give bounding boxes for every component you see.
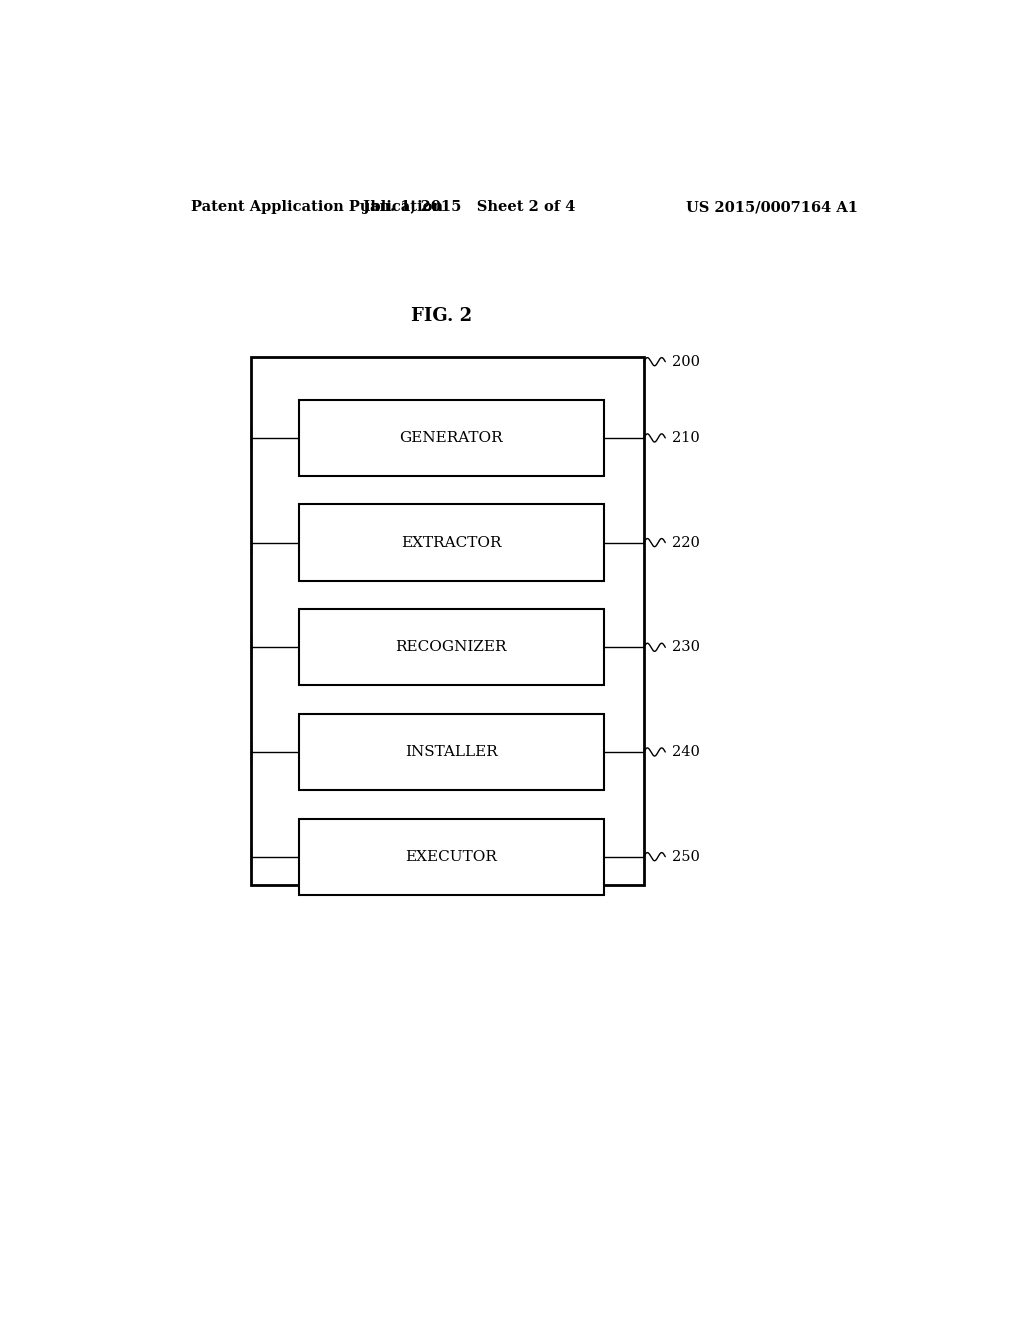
Text: Jan. 1, 2015   Sheet 2 of 4: Jan. 1, 2015 Sheet 2 of 4 (364, 201, 575, 214)
Text: 250: 250 (672, 850, 699, 863)
Text: 230: 230 (672, 640, 699, 655)
Text: EXECUTOR: EXECUTOR (406, 850, 498, 863)
Text: Patent Application Publication: Patent Application Publication (191, 201, 443, 214)
Text: 240: 240 (672, 744, 699, 759)
Bar (299, 400, 604, 477)
Bar (299, 609, 604, 685)
Bar (299, 504, 604, 581)
Text: FIG. 2: FIG. 2 (411, 308, 472, 325)
Text: EXTRACTOR: EXTRACTOR (401, 536, 502, 549)
Text: US 2015/0007164 A1: US 2015/0007164 A1 (686, 201, 858, 214)
Text: RECOGNIZER: RECOGNIZER (395, 640, 507, 655)
Bar (299, 714, 604, 791)
Bar (299, 818, 604, 895)
Text: 220: 220 (672, 536, 699, 549)
Text: 200: 200 (672, 355, 699, 368)
Text: INSTALLER: INSTALLER (406, 744, 498, 759)
Text: 210: 210 (672, 430, 699, 445)
Bar (251, 356, 644, 886)
Text: GENERATOR: GENERATOR (399, 430, 503, 445)
